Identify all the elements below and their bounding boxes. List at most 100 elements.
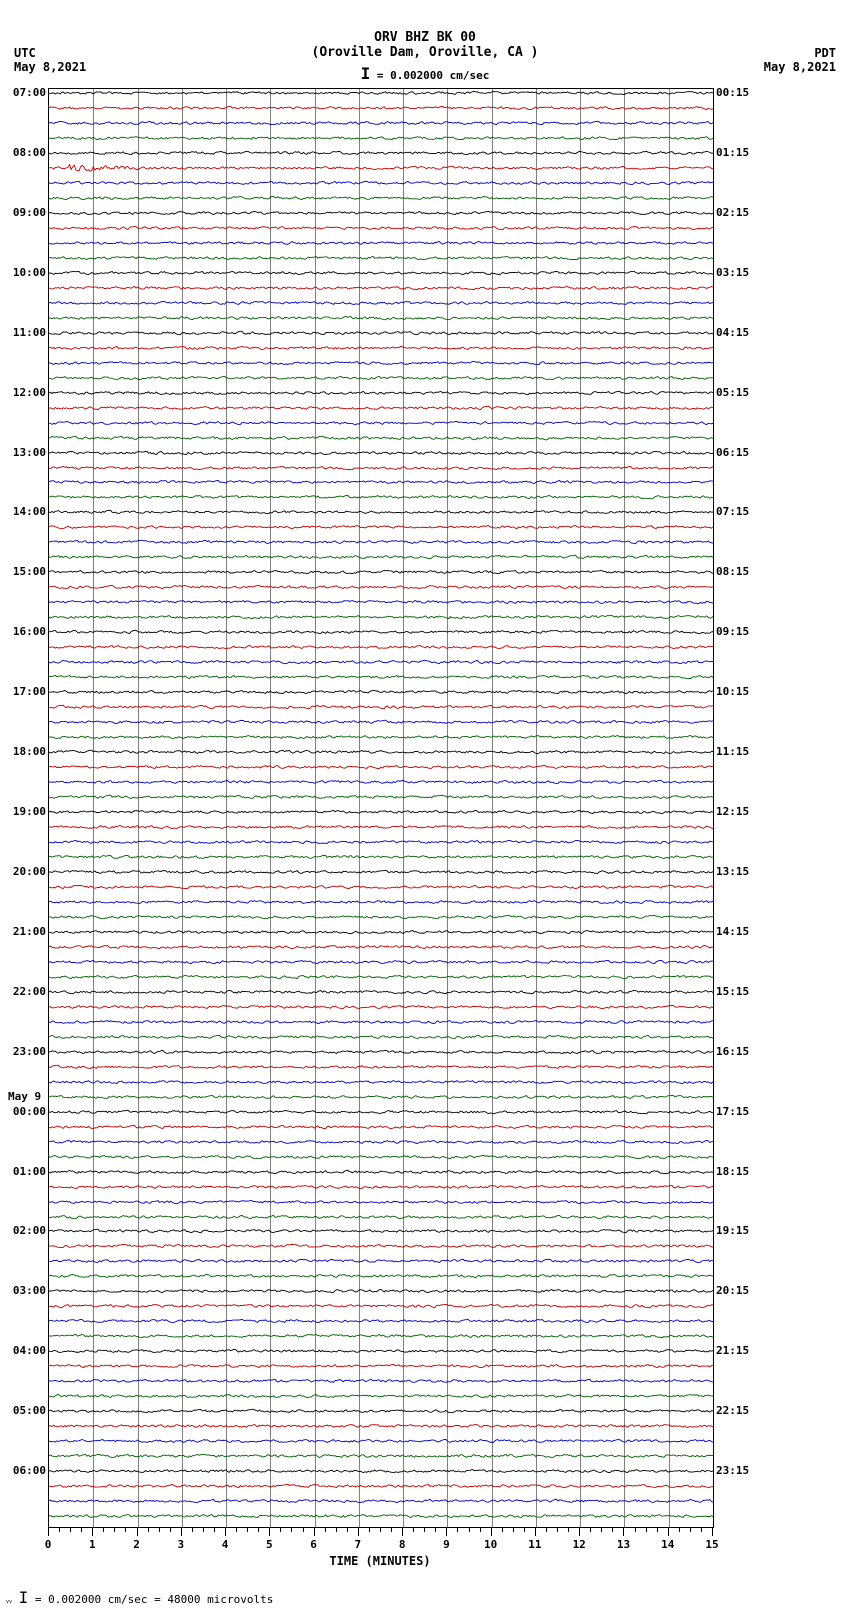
trace xyxy=(49,1165,713,1179)
trace xyxy=(49,146,713,160)
x-tick xyxy=(446,1528,447,1536)
x-tick-label: 10 xyxy=(484,1538,497,1551)
pdt-time-label: 06:15 xyxy=(716,446,749,459)
trace xyxy=(49,206,713,220)
trace xyxy=(49,685,713,699)
x-tick-minor xyxy=(457,1528,458,1532)
x-tick-label: 2 xyxy=(133,1538,140,1551)
trace xyxy=(49,865,713,879)
x-tick-minor xyxy=(258,1528,259,1532)
utc-time-label: 07:00 xyxy=(2,86,46,99)
x-tick xyxy=(314,1528,315,1536)
trace xyxy=(49,1359,713,1373)
trace xyxy=(49,131,713,145)
trace xyxy=(49,446,713,460)
trace xyxy=(49,550,713,564)
x-tick-minor xyxy=(203,1528,204,1532)
utc-time-label: 10:00 xyxy=(2,266,46,279)
x-tick-label: 13 xyxy=(617,1538,630,1551)
x-tick-minor xyxy=(70,1528,71,1532)
utc-time-label: 09:00 xyxy=(2,206,46,219)
x-tick xyxy=(137,1528,138,1536)
pdt-time-label: 00:15 xyxy=(716,86,749,99)
utc-time-label: 23:00 xyxy=(2,1045,46,1058)
x-tick-minor xyxy=(524,1528,525,1532)
x-tick-label: 7 xyxy=(355,1538,362,1551)
x-axis-title: TIME (MINUTES) xyxy=(48,1554,712,1568)
utc-time-label: 17:00 xyxy=(2,685,46,698)
trace xyxy=(49,760,713,774)
pdt-time-label: 19:15 xyxy=(716,1224,749,1237)
trace xyxy=(49,1030,713,1044)
utc-time-label: 14:00 xyxy=(2,505,46,518)
pdt-time-label: 15:15 xyxy=(716,985,749,998)
x-tick-minor xyxy=(325,1528,326,1532)
trace xyxy=(49,820,713,834)
x-tick-minor xyxy=(435,1528,436,1532)
trace xyxy=(49,1374,713,1388)
trace xyxy=(49,745,713,759)
x-tick-minor xyxy=(480,1528,481,1532)
chart-header: ORV BHZ BK 00 (Oroville Dam, Oroville, C… xyxy=(0,0,850,83)
x-tick-minor xyxy=(291,1528,292,1532)
trace xyxy=(49,970,713,984)
x-tick-minor xyxy=(424,1528,425,1532)
x-tick-label: 1 xyxy=(89,1538,96,1551)
x-tick-minor xyxy=(646,1528,647,1532)
trace xyxy=(49,1075,713,1089)
trace xyxy=(49,371,713,385)
x-tick-minor xyxy=(280,1528,281,1532)
trace xyxy=(49,670,713,684)
x-tick xyxy=(181,1528,182,1536)
top-right-tz: PDT May 8,2021 xyxy=(764,46,836,75)
trace xyxy=(49,940,713,954)
x-tick-minor xyxy=(170,1528,171,1532)
trace xyxy=(49,1000,713,1014)
pdt-time-label: 04:15 xyxy=(716,326,749,339)
trace xyxy=(49,580,713,594)
utc-time-label: 18:00 xyxy=(2,745,46,758)
trace xyxy=(49,1299,713,1313)
pdt-time-label: 08:15 xyxy=(716,565,749,578)
trace xyxy=(49,341,713,355)
day-marker: May 9 xyxy=(8,1090,52,1103)
trace xyxy=(49,1434,713,1448)
trace xyxy=(49,1045,713,1059)
trace xyxy=(49,925,713,939)
trace xyxy=(49,1284,713,1298)
x-tick-minor xyxy=(81,1528,82,1532)
x-tick-minor xyxy=(192,1528,193,1532)
trace xyxy=(49,1105,713,1119)
trace xyxy=(49,610,713,624)
x-tick-minor xyxy=(612,1528,613,1532)
station-code: ORV BHZ BK 00 xyxy=(0,30,850,45)
trace xyxy=(49,565,713,579)
trace xyxy=(49,1060,713,1074)
x-tick-label: 5 xyxy=(266,1538,273,1551)
trace xyxy=(49,1210,713,1224)
x-axis: TIME (MINUTES) 0123456789101112131415 xyxy=(48,1528,712,1568)
trace xyxy=(49,401,713,415)
trace xyxy=(49,1015,713,1029)
trace xyxy=(49,386,713,400)
trace xyxy=(49,880,713,894)
trace xyxy=(49,1195,713,1209)
x-tick-minor xyxy=(391,1528,392,1532)
x-tick xyxy=(579,1528,580,1536)
trace xyxy=(49,1135,713,1149)
utc-time-label: 05:00 xyxy=(2,1404,46,1417)
pdt-time-label: 13:15 xyxy=(716,865,749,878)
x-tick-minor xyxy=(679,1528,680,1532)
trace xyxy=(49,1224,713,1238)
trace xyxy=(49,326,713,340)
trace xyxy=(49,86,713,100)
trace xyxy=(49,850,713,864)
trace xyxy=(49,640,713,654)
pdt-time-label: 02:15 xyxy=(716,206,749,219)
x-tick-label: 0 xyxy=(45,1538,52,1551)
trace xyxy=(49,625,713,639)
trace xyxy=(49,266,713,280)
trace xyxy=(49,161,713,175)
x-tick-minor xyxy=(59,1528,60,1532)
x-tick-minor xyxy=(247,1528,248,1532)
